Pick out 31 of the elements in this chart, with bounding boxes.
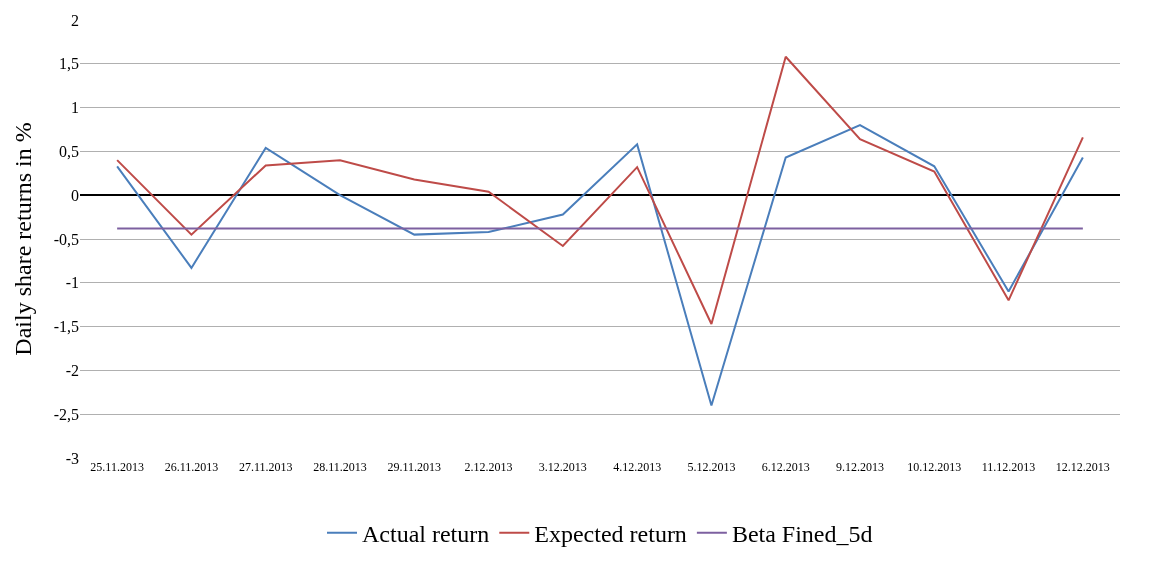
legend-label: Expected return xyxy=(534,521,687,548)
y-tick-label: -0,5 xyxy=(53,230,79,248)
x-tick-label: 2.12.2013 xyxy=(464,460,513,474)
x-tick-label: 12.12.2013 xyxy=(1055,460,1110,474)
y-tick-label: -1,5 xyxy=(53,318,79,336)
x-tick-label: 27.11.2013 xyxy=(238,460,293,474)
x-tick-label: 29.11.2013 xyxy=(387,460,442,474)
y-tick-label: 1 xyxy=(71,99,79,117)
x-tick-label: 3.12.2013 xyxy=(538,460,587,474)
y-tick-label: -2 xyxy=(65,362,79,379)
x-tick-label: 6.12.2013 xyxy=(761,460,810,474)
y-tick-label: 1,5 xyxy=(59,55,79,73)
y-axis-title: Daily share returns in % xyxy=(9,122,36,356)
x-tick-label: 28.11.2013 xyxy=(313,460,367,474)
y-tick-label: 2 xyxy=(71,11,79,29)
y-tick-label: 0,5 xyxy=(59,143,79,160)
x-tick-label: 5.12.2013 xyxy=(687,460,736,474)
y-tick-label: 0 xyxy=(71,186,79,204)
line-series xyxy=(116,55,1084,325)
line-series xyxy=(116,124,1084,407)
y-tick-label: -1 xyxy=(65,274,79,292)
x-tick-label: 10.12.2013 xyxy=(907,460,962,474)
x-tick-label: 4.12.2013 xyxy=(613,460,662,474)
x-tick-label: 11.12.2013 xyxy=(981,460,1036,474)
y-tick-label: -3 xyxy=(65,449,79,467)
legend-label: Actual return xyxy=(362,521,490,548)
x-tick-label: 25.11.2013 xyxy=(90,460,144,474)
x-tick-label: 26.11.2013 xyxy=(164,460,219,474)
legend-label: Beta Fined_5d xyxy=(731,521,873,548)
y-tick-label: -2,5 xyxy=(53,405,79,423)
x-tick-label: 9.12.2013 xyxy=(836,460,884,474)
